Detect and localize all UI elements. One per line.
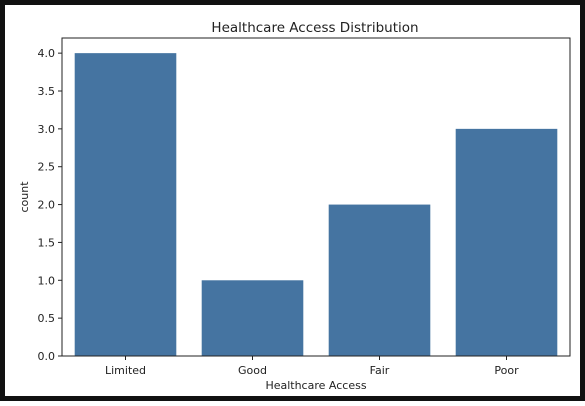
y-axis-ticks: 0.0 0.5 1.0 1.5 2.0 2.5 3.0 3.5 4.0 bbox=[38, 47, 62, 363]
y-tick-label: 3.0 bbox=[38, 123, 56, 136]
plot-area-border bbox=[61, 37, 571, 357]
y-tick-label: 4.0 bbox=[38, 47, 56, 60]
bar-chart: Healthcare Access Distribution 0.0 0.5 1.0… bbox=[18, 20, 571, 392]
y-tick-label: 2.5 bbox=[38, 161, 56, 174]
y-tick-label: 1.0 bbox=[38, 274, 56, 287]
y-tick-label: 0.0 bbox=[38, 350, 56, 363]
chart-title: Healthcare Access Distribution bbox=[211, 20, 418, 36]
y-tick-label: 2.0 bbox=[38, 199, 56, 212]
y-tick-label: 1.5 bbox=[38, 236, 56, 249]
x-tick-label: Good bbox=[238, 364, 267, 377]
x-tick-label: Fair bbox=[370, 364, 390, 377]
bar-good bbox=[201, 280, 304, 356]
y-tick-label: 3.5 bbox=[38, 85, 56, 98]
bars-group bbox=[74, 53, 558, 357]
bar-fair bbox=[328, 204, 431, 356]
x-tick-label: Poor bbox=[494, 364, 519, 377]
x-axis-label: Healthcare Access bbox=[265, 379, 366, 392]
y-axis-label: count bbox=[18, 181, 31, 213]
bar-limited bbox=[74, 53, 177, 357]
x-axis-ticks: Limited Good Fair Poor bbox=[105, 356, 519, 377]
bar-poor bbox=[455, 128, 558, 356]
y-tick-label: 0.5 bbox=[38, 312, 56, 325]
x-tick-label: Limited bbox=[105, 364, 146, 377]
